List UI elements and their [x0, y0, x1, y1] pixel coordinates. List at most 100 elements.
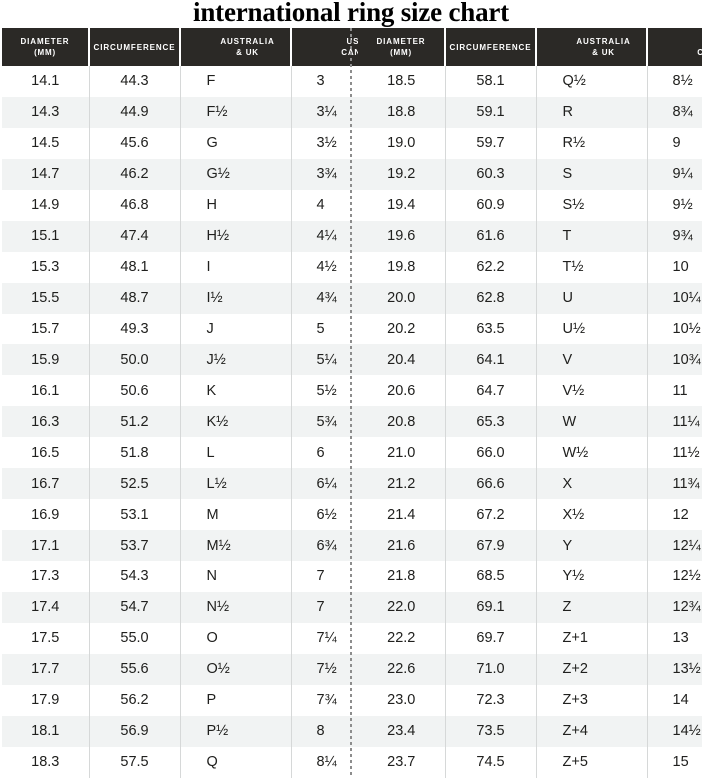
column-header-circumference-label: CIRCUMFERENCE: [93, 42, 176, 52]
cell-circumference: 57.5: [89, 746, 181, 778]
cell-circumference: 66.0: [445, 437, 537, 469]
table-body-left: 14.1 44.3 F 3 14.3 44.9 F½ 3¼ 14.5 45.6 G 3½ 14.7 46.…: [2, 66, 407, 778]
cell-circumference: 62.8: [445, 282, 537, 314]
column-header-diameter-unit: (mm): [34, 48, 56, 57]
cell-diameter: 17.9: [2, 684, 90, 716]
cell-usa-canada: 7: [316, 568, 325, 585]
table-row: 20.4 64.1 V 10¾: [358, 344, 702, 376]
table-row: 17.9 56.2 P 7¾: [2, 684, 407, 716]
table-row: 23.0 72.3 Z+3 14: [358, 684, 702, 716]
cell-usa-canada: 11¼: [672, 413, 700, 430]
cell-diameter: 23.7: [358, 746, 446, 778]
cell-diameter: 19.0: [358, 127, 446, 159]
cell-usa-canada: 6¼: [316, 475, 337, 492]
header-row: DIAMETER (mm) CIRCUMFERENCE AUSTRALIA & …: [2, 28, 407, 66]
table-row: 19.0 59.7 R½ 9: [358, 127, 702, 159]
cell-circumference: 44.9: [89, 96, 181, 128]
cell-usa-canada: 11¾: [672, 475, 700, 492]
cell-australia-uk: H: [180, 189, 292, 221]
cell-circumference: 73.5: [445, 715, 537, 747]
cell-australia-uk: Z+2: [536, 653, 648, 685]
cell-australia-uk: M½: [180, 530, 292, 561]
cell-circumference: 61.6: [445, 220, 537, 252]
cell-usa-canada: 7½: [316, 661, 337, 678]
cell-diameter: 17.7: [2, 653, 90, 685]
cell-circumference: 44.3: [89, 66, 181, 97]
cell-diameter: 20.2: [358, 313, 446, 345]
table-header-left: DIAMETER (mm) CIRCUMFERENCE AUSTRALIA & …: [2, 28, 407, 66]
cell-diameter: 23.4: [358, 715, 446, 747]
cell-diameter: 22.6: [358, 653, 446, 685]
table-row: 14.9 46.8 H 4: [2, 189, 407, 221]
cell-usa-canada: 15: [672, 754, 689, 771]
cell-australia-uk: Z+3: [536, 684, 648, 716]
cell-usa-canada: 14: [672, 692, 689, 709]
cell-circumference: 64.1: [445, 344, 537, 376]
table-row: 18.8 59.1 R 8¾: [358, 96, 702, 128]
cell-diameter: 14.9: [2, 189, 90, 221]
cell-australia-uk: W½: [536, 437, 648, 469]
column-header-diameter-unit: (mm): [390, 48, 412, 57]
cell-circumference: 55.0: [89, 622, 181, 654]
table-row: 14.5 45.6 G 3½: [2, 127, 407, 159]
cell-australia-uk: P½: [180, 715, 292, 747]
cell-circumference: 67.9: [445, 530, 537, 561]
cell-circumference: 50.0: [89, 344, 181, 376]
cell-diameter: 19.6: [358, 220, 446, 252]
table-row: 21.0 66.0 W½ 11½: [358, 437, 702, 469]
cell-diameter: 21.6: [358, 530, 446, 561]
cell-circumference: 60.3: [445, 158, 537, 190]
column-header-usa-canada: USA & CANADA: [647, 28, 702, 66]
cell-circumference: 55.6: [89, 653, 181, 685]
cell-circumference: 56.2: [89, 684, 181, 716]
cell-diameter: 20.0: [358, 282, 446, 314]
cell-australia-uk: Q½: [536, 66, 648, 97]
cell-circumference: 49.3: [89, 313, 181, 345]
cell-usa-canada: 3: [316, 73, 325, 90]
cell-australia-uk: L: [180, 437, 292, 469]
cell-diameter: 17.3: [2, 561, 90, 592]
column-header-uk-label: & UK: [236, 48, 259, 57]
cell-circumference: 69.1: [445, 591, 537, 623]
cell-diameter: 17.5: [2, 622, 90, 654]
cell-usa-canada: 7¼: [316, 630, 337, 647]
tables-container: DIAMETER (mm) CIRCUMFERENCE AUSTRALIA & …: [0, 28, 702, 778]
cell-usa-canada: 5¼: [316, 351, 337, 368]
cell-circumference: 67.2: [445, 499, 537, 531]
cell-diameter: 16.7: [2, 468, 90, 500]
cell-australia-uk: X: [536, 468, 648, 500]
table-row: 18.1 56.9 P½ 8: [2, 715, 407, 747]
cell-australia-uk: N: [180, 561, 292, 592]
table-row: 22.2 69.7 Z+1 13: [358, 622, 702, 654]
column-header-circumference: CIRCUMFERENCE: [445, 28, 537, 66]
cell-australia-uk: J: [180, 313, 292, 345]
cell-usa-canada: 6¾: [316, 537, 337, 554]
cell-usa-canada: 13: [672, 630, 689, 647]
cell-diameter: 18.8: [358, 96, 446, 128]
cell-circumference: 62.2: [445, 251, 537, 283]
cell-diameter: 19.4: [358, 189, 446, 221]
cell-circumference: 54.3: [89, 561, 181, 592]
cell-diameter: 21.8: [358, 561, 446, 592]
cell-usa-canada: 4½: [316, 259, 337, 276]
cell-usa-canada: 9½: [672, 197, 693, 214]
cell-australia-uk: K½: [180, 406, 292, 438]
ring-size-table-right: DIAMETER (mm) CIRCUMFERENCE AUSTRALIA & …: [358, 28, 702, 778]
cell-usa-canada: 7: [316, 599, 325, 616]
cell-circumference: 74.5: [445, 746, 537, 778]
cell-usa-canada: 10¼: [672, 290, 701, 307]
cell-australia-uk: T½: [536, 251, 648, 283]
table-row: 16.7 52.5 L½ 6¼: [2, 468, 407, 500]
column-header-canada-label: CANADA: [697, 48, 702, 57]
column-header-circumference-label: CIRCUMFERENCE: [449, 42, 532, 52]
cell-circumference: 45.6: [89, 127, 181, 159]
cell-circumference: 63.5: [445, 313, 537, 345]
cell-australia-uk: K: [180, 375, 292, 407]
cell-circumference: 53.1: [89, 499, 181, 531]
table-row: 23.7 74.5 Z+5 15: [358, 746, 702, 778]
cell-australia-uk: H½: [180, 220, 292, 252]
cell-australia-uk: G½: [180, 158, 292, 190]
table-row: 15.3 48.1 I 4½: [2, 251, 407, 283]
cell-usa-canada: 10½: [672, 320, 701, 337]
table-row: 20.6 64.7 V½ 11: [358, 375, 702, 407]
